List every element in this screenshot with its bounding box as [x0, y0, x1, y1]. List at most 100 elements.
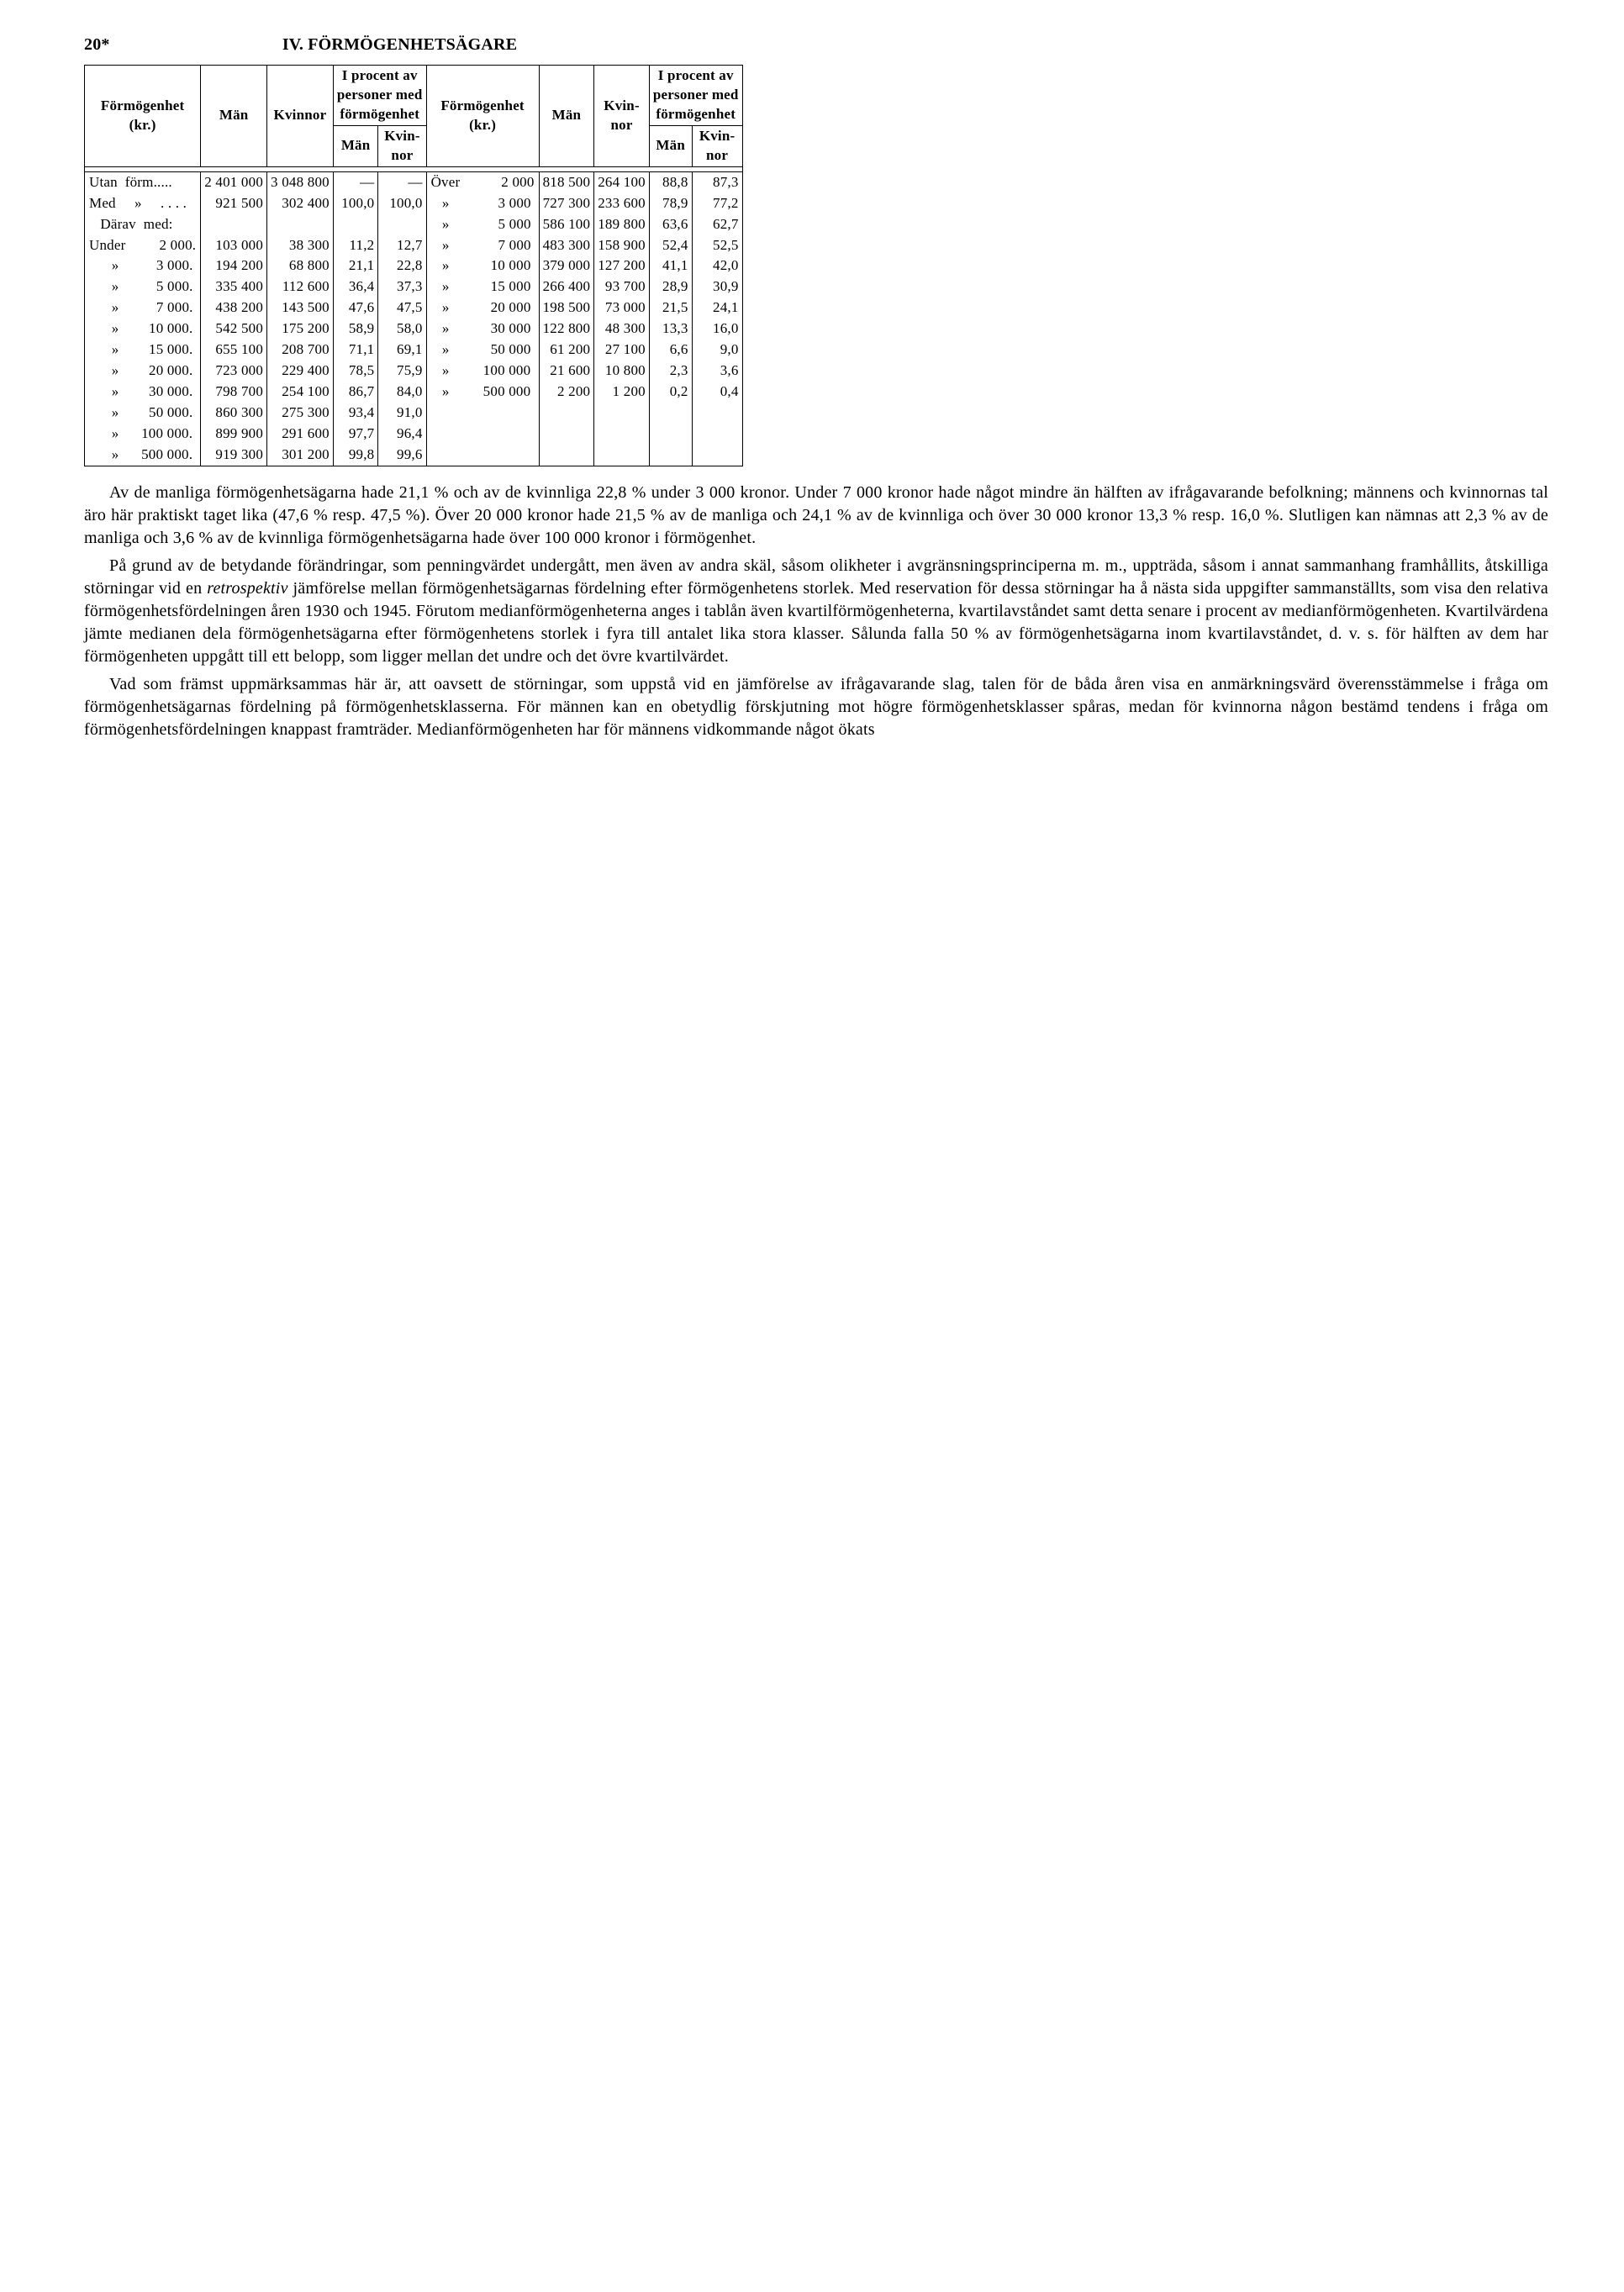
table-cell: 264 100 [594, 171, 650, 192]
table-cell: » 30 000. [85, 382, 201, 403]
table-cell: 21,1 [333, 256, 378, 277]
table-cell: 93 700 [594, 277, 650, 298]
table-cell: 291 600 [267, 424, 334, 445]
table-cell: 78,9 [649, 193, 692, 214]
table-cell: 24,1 [692, 298, 742, 319]
table-cell: 189 800 [594, 214, 650, 235]
table-cell: 63,6 [649, 214, 692, 235]
table-cell: 41,1 [649, 256, 692, 277]
col-kvinnor2: Kvin-nor [594, 66, 650, 167]
table-cell [539, 403, 594, 424]
table-cell: 88,8 [649, 171, 692, 192]
table-cell: 93,4 [333, 403, 378, 424]
table-cell [692, 424, 742, 445]
paragraph: På grund av de betydande förändringar, s… [84, 555, 1548, 668]
table-cell: Utan förm..... [85, 171, 201, 192]
table-cell: 37,3 [378, 277, 426, 298]
table-cell: 48 300 [594, 319, 650, 340]
table-cell [539, 445, 594, 466]
table-cell: 68 800 [267, 256, 334, 277]
paragraph: Av de manliga förmögenhetsägarna hade 21… [84, 482, 1548, 550]
table-cell: 208 700 [267, 340, 334, 361]
table-cell [594, 403, 650, 424]
table-cell: 194 200 [201, 256, 267, 277]
table-cell: 655 100 [201, 340, 267, 361]
col-formogenhet: Förmögenhet(kr.) [85, 66, 201, 167]
table-cell [426, 403, 539, 424]
table-cell: » 50 000 [426, 340, 539, 361]
table-cell: 723 000 [201, 361, 267, 382]
col-kvinnor: Kvinnor [267, 66, 334, 167]
col-procent: I procent avpersoner medförmögenhet [333, 66, 426, 126]
table-cell: 9,0 [692, 340, 742, 361]
table-cell: » 10 000 [426, 256, 539, 277]
table-cell: 47,5 [378, 298, 426, 319]
table-cell: » 3 000 [426, 193, 539, 214]
table-cell [333, 214, 378, 235]
table-cell: 75,9 [378, 361, 426, 382]
table-cell: 2 200 [539, 382, 594, 403]
subcol-man2: Män [649, 125, 692, 166]
table-cell: 483 300 [539, 235, 594, 256]
table-cell: 254 100 [267, 382, 334, 403]
table-cell: » 7 000 [426, 235, 539, 256]
table-cell: 542 500 [201, 319, 267, 340]
col-man2: Män [539, 66, 594, 167]
table-cell: 275 300 [267, 403, 334, 424]
table-cell: 30,9 [692, 277, 742, 298]
table-cell: 58,9 [333, 319, 378, 340]
table-cell: 921 500 [201, 193, 267, 214]
table-cell [267, 214, 334, 235]
table-cell: 11,2 [333, 235, 378, 256]
table-cell: 6,6 [649, 340, 692, 361]
page-number: 20* [84, 34, 110, 56]
table-cell: 87,3 [692, 171, 742, 192]
table-cell: 860 300 [201, 403, 267, 424]
table-cell [539, 424, 594, 445]
table-cell: 58,0 [378, 319, 426, 340]
table-cell: 84,0 [378, 382, 426, 403]
table-cell: 899 900 [201, 424, 267, 445]
table-cell: » 5 000 [426, 214, 539, 235]
table-cell: 77,2 [692, 193, 742, 214]
table-cell [594, 424, 650, 445]
table-cell: 233 600 [594, 193, 650, 214]
table-cell: 266 400 [539, 277, 594, 298]
paragraph: Vad som främst uppmärksammas här är, att… [84, 673, 1548, 741]
table-cell: 71,1 [333, 340, 378, 361]
table-cell: 438 200 [201, 298, 267, 319]
table-cell: 91,0 [378, 403, 426, 424]
table-cell [692, 403, 742, 424]
table-cell [649, 424, 692, 445]
table-cell [594, 445, 650, 466]
table-cell [201, 214, 267, 235]
table-cell [378, 214, 426, 235]
table-cell: Under 2 000. [85, 235, 201, 256]
table-cell: 103 000 [201, 235, 267, 256]
table-cell: Över 2 000 [426, 171, 539, 192]
table-cell: 198 500 [539, 298, 594, 319]
table-cell: 12,7 [378, 235, 426, 256]
page-header: 20* IV. FÖRMÖGENHETSÄGARE [84, 34, 1548, 56]
subcol-kvinnor2: Kvin-nor [692, 125, 742, 166]
table-cell: 47,6 [333, 298, 378, 319]
table-cell: 27 100 [594, 340, 650, 361]
table-cell: 3 048 800 [267, 171, 334, 192]
table-cell: 21,5 [649, 298, 692, 319]
table-cell: 52,5 [692, 235, 742, 256]
table-cell [426, 424, 539, 445]
table-cell: 3,6 [692, 361, 742, 382]
table-cell: » 500 000. [85, 445, 201, 466]
table-cell: » 500 000 [426, 382, 539, 403]
table-cell [649, 403, 692, 424]
table-cell: 727 300 [539, 193, 594, 214]
table-cell: » 10 000. [85, 319, 201, 340]
col-man: Män [201, 66, 267, 167]
table-cell: 96,4 [378, 424, 426, 445]
table-cell: 61 200 [539, 340, 594, 361]
table-cell: » 20 000 [426, 298, 539, 319]
table-cell: 99,6 [378, 445, 426, 466]
col-procent2: I procent avpersoner medförmögenhet [649, 66, 742, 126]
subcol-man: Män [333, 125, 378, 166]
table-cell: 0,2 [649, 382, 692, 403]
